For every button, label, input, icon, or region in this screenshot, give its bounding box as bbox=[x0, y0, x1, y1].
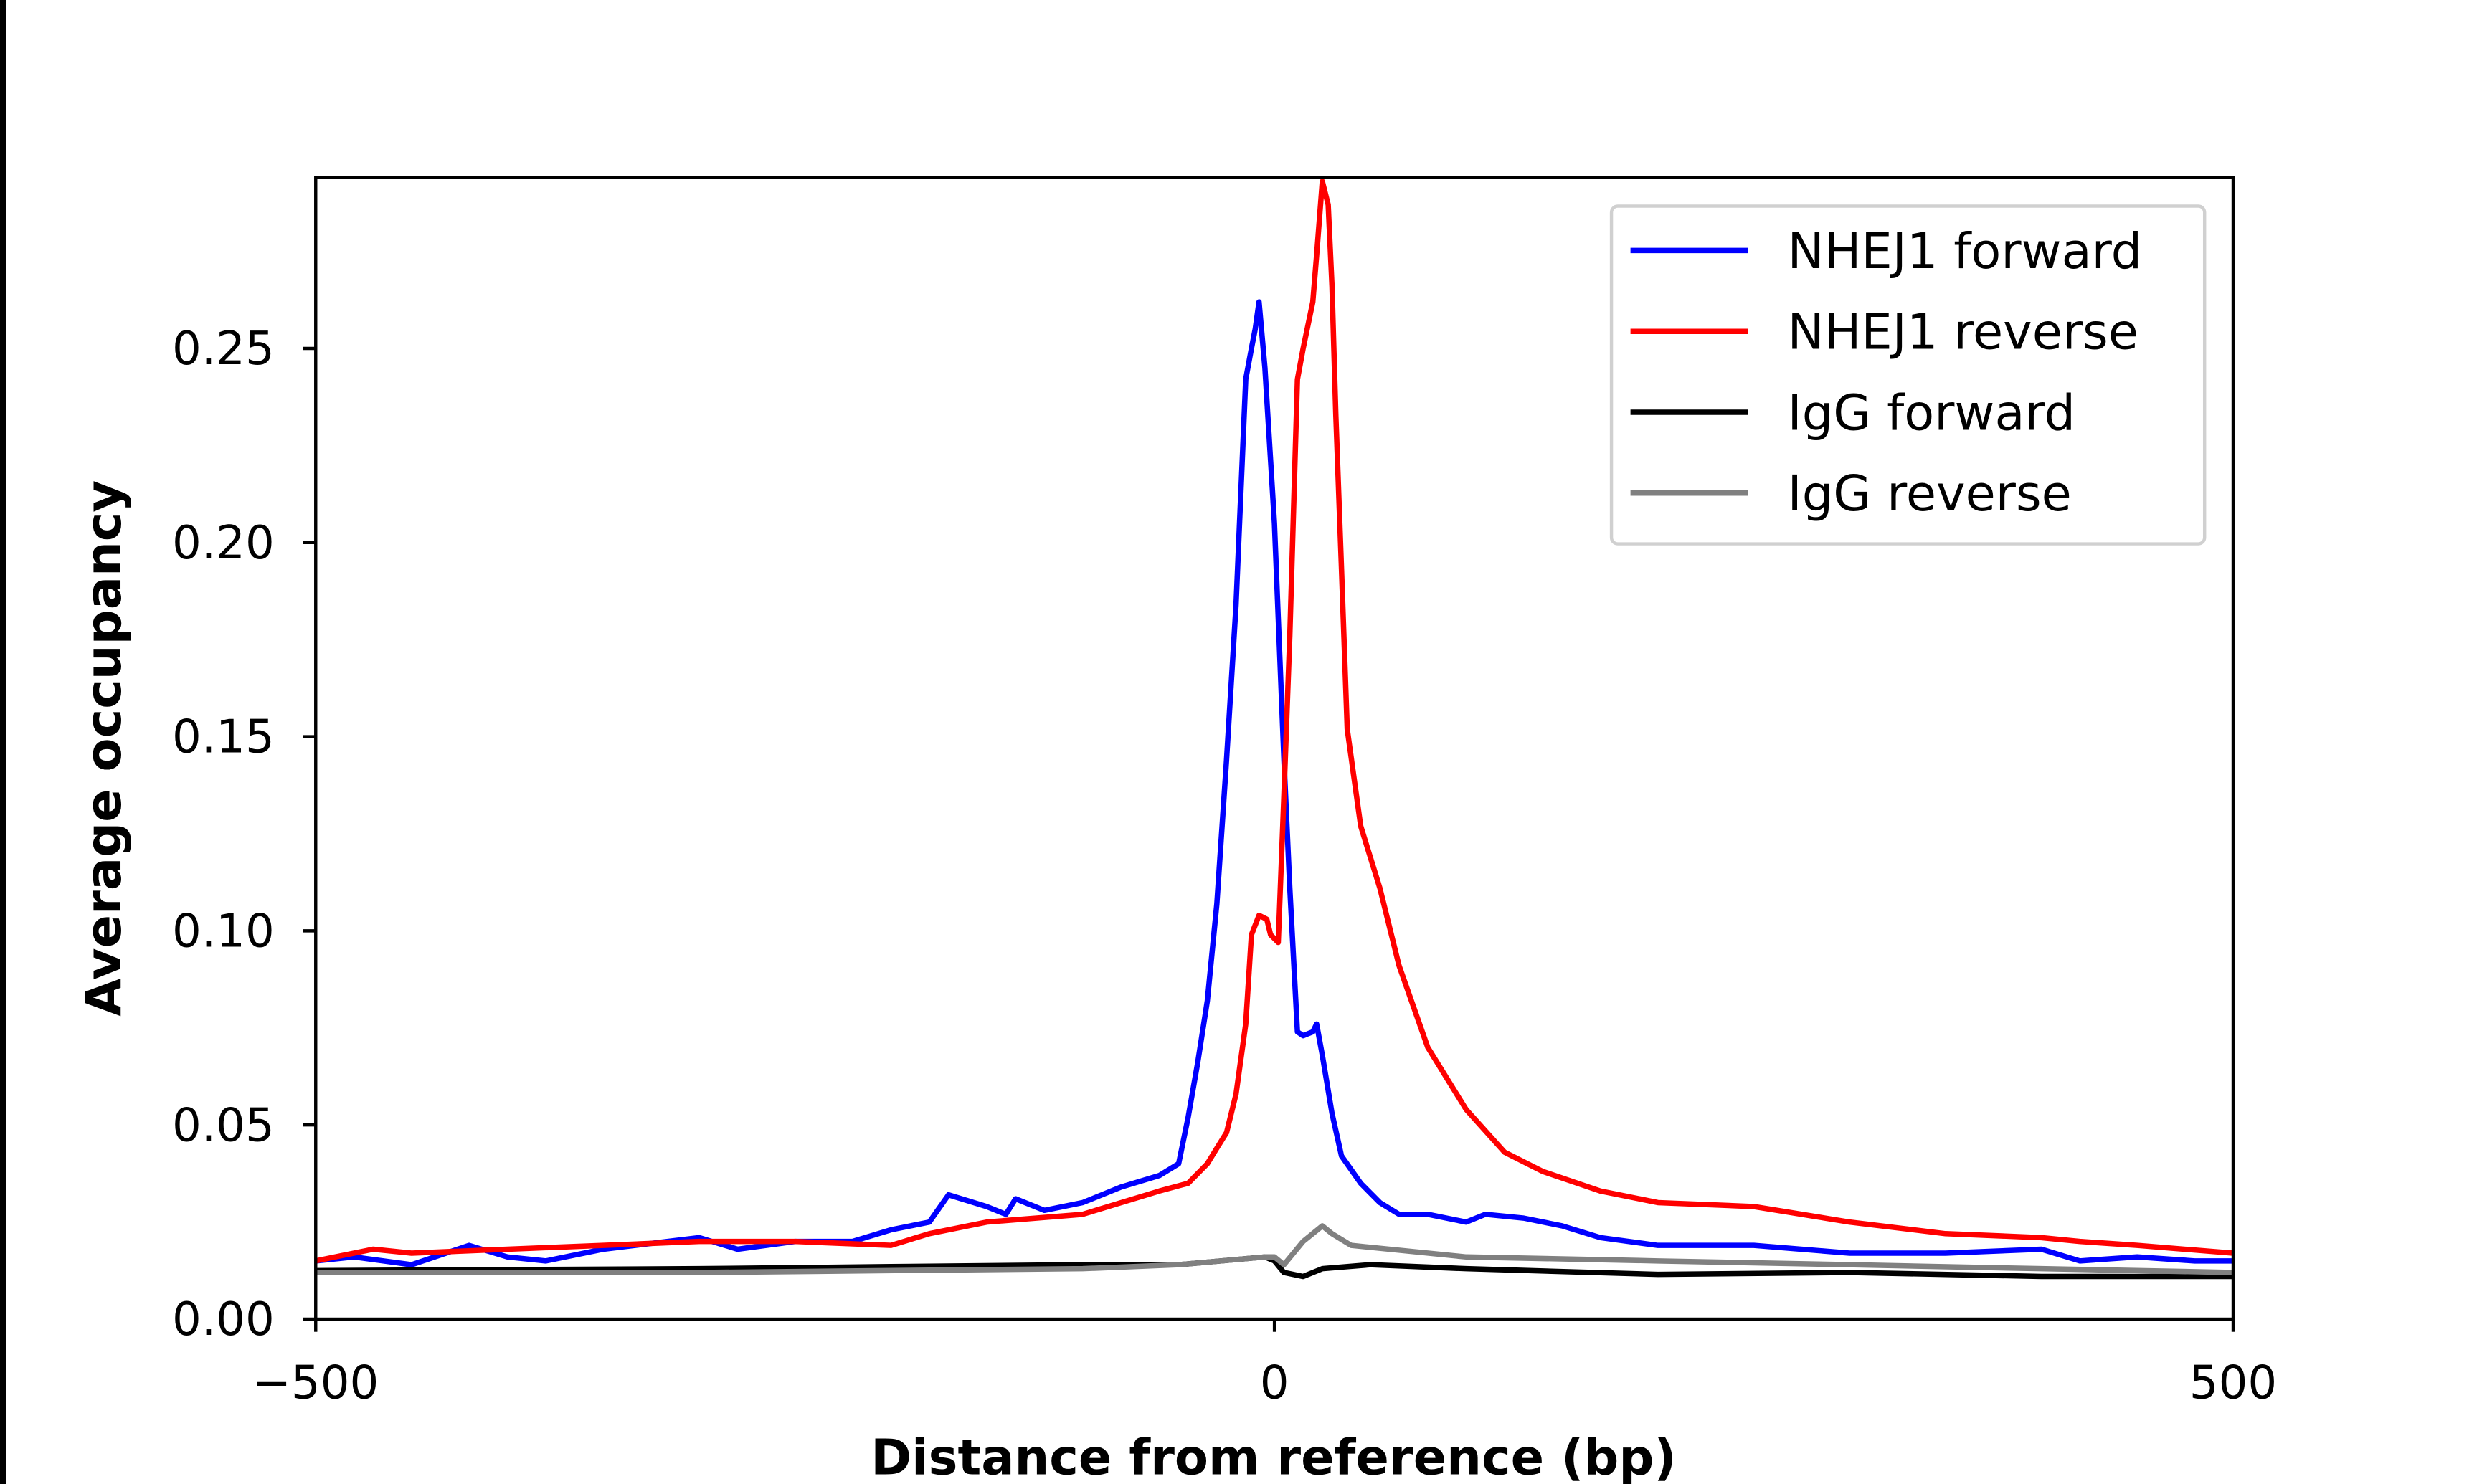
legend-label: IgG forward bbox=[1788, 384, 2075, 442]
legend: NHEJ1 forward NHEJ1 reverse IgG forward IgG… bbox=[1609, 204, 2207, 546]
legend-box bbox=[1609, 204, 2207, 546]
legend-label: IgG reverse bbox=[1788, 465, 2072, 523]
legend-label: NHEJ1 reverse bbox=[1788, 304, 2138, 361]
left-border bbox=[0, 0, 6, 1484]
x-tick-label: 500 bbox=[2189, 1356, 2277, 1410]
y-tick-label: 0.25 bbox=[172, 322, 275, 376]
series-line-igg-forward bbox=[316, 1254, 2234, 1280]
y-tick-label: 0.10 bbox=[172, 905, 275, 959]
y-tick-label: 0.00 bbox=[172, 1293, 275, 1346]
y-tick-label: 0.05 bbox=[172, 1098, 275, 1152]
y-tick-label: 0.20 bbox=[172, 516, 275, 570]
legend-label: NHEJ1 forward bbox=[1788, 223, 2143, 280]
series-line-igg-reverse bbox=[316, 1223, 2234, 1275]
y-axis: 0.00 0.05 0.10 0.15 0.20 0.25 bbox=[172, 322, 316, 1346]
x-tick-label: 0 bbox=[1260, 1356, 1289, 1410]
y-axis-label: Average occupancy bbox=[75, 480, 133, 1017]
x-tick-label: −500 bbox=[252, 1356, 379, 1410]
series-lines bbox=[315, 179, 2234, 1280]
y-tick-label: 0.15 bbox=[172, 710, 275, 764]
x-axis-label: Distance from reference (bp) bbox=[871, 1430, 1677, 1484]
series-line-nhej1-reverse bbox=[315, 179, 2234, 1264]
x-axis: −500 0 500 bbox=[252, 1319, 2277, 1410]
